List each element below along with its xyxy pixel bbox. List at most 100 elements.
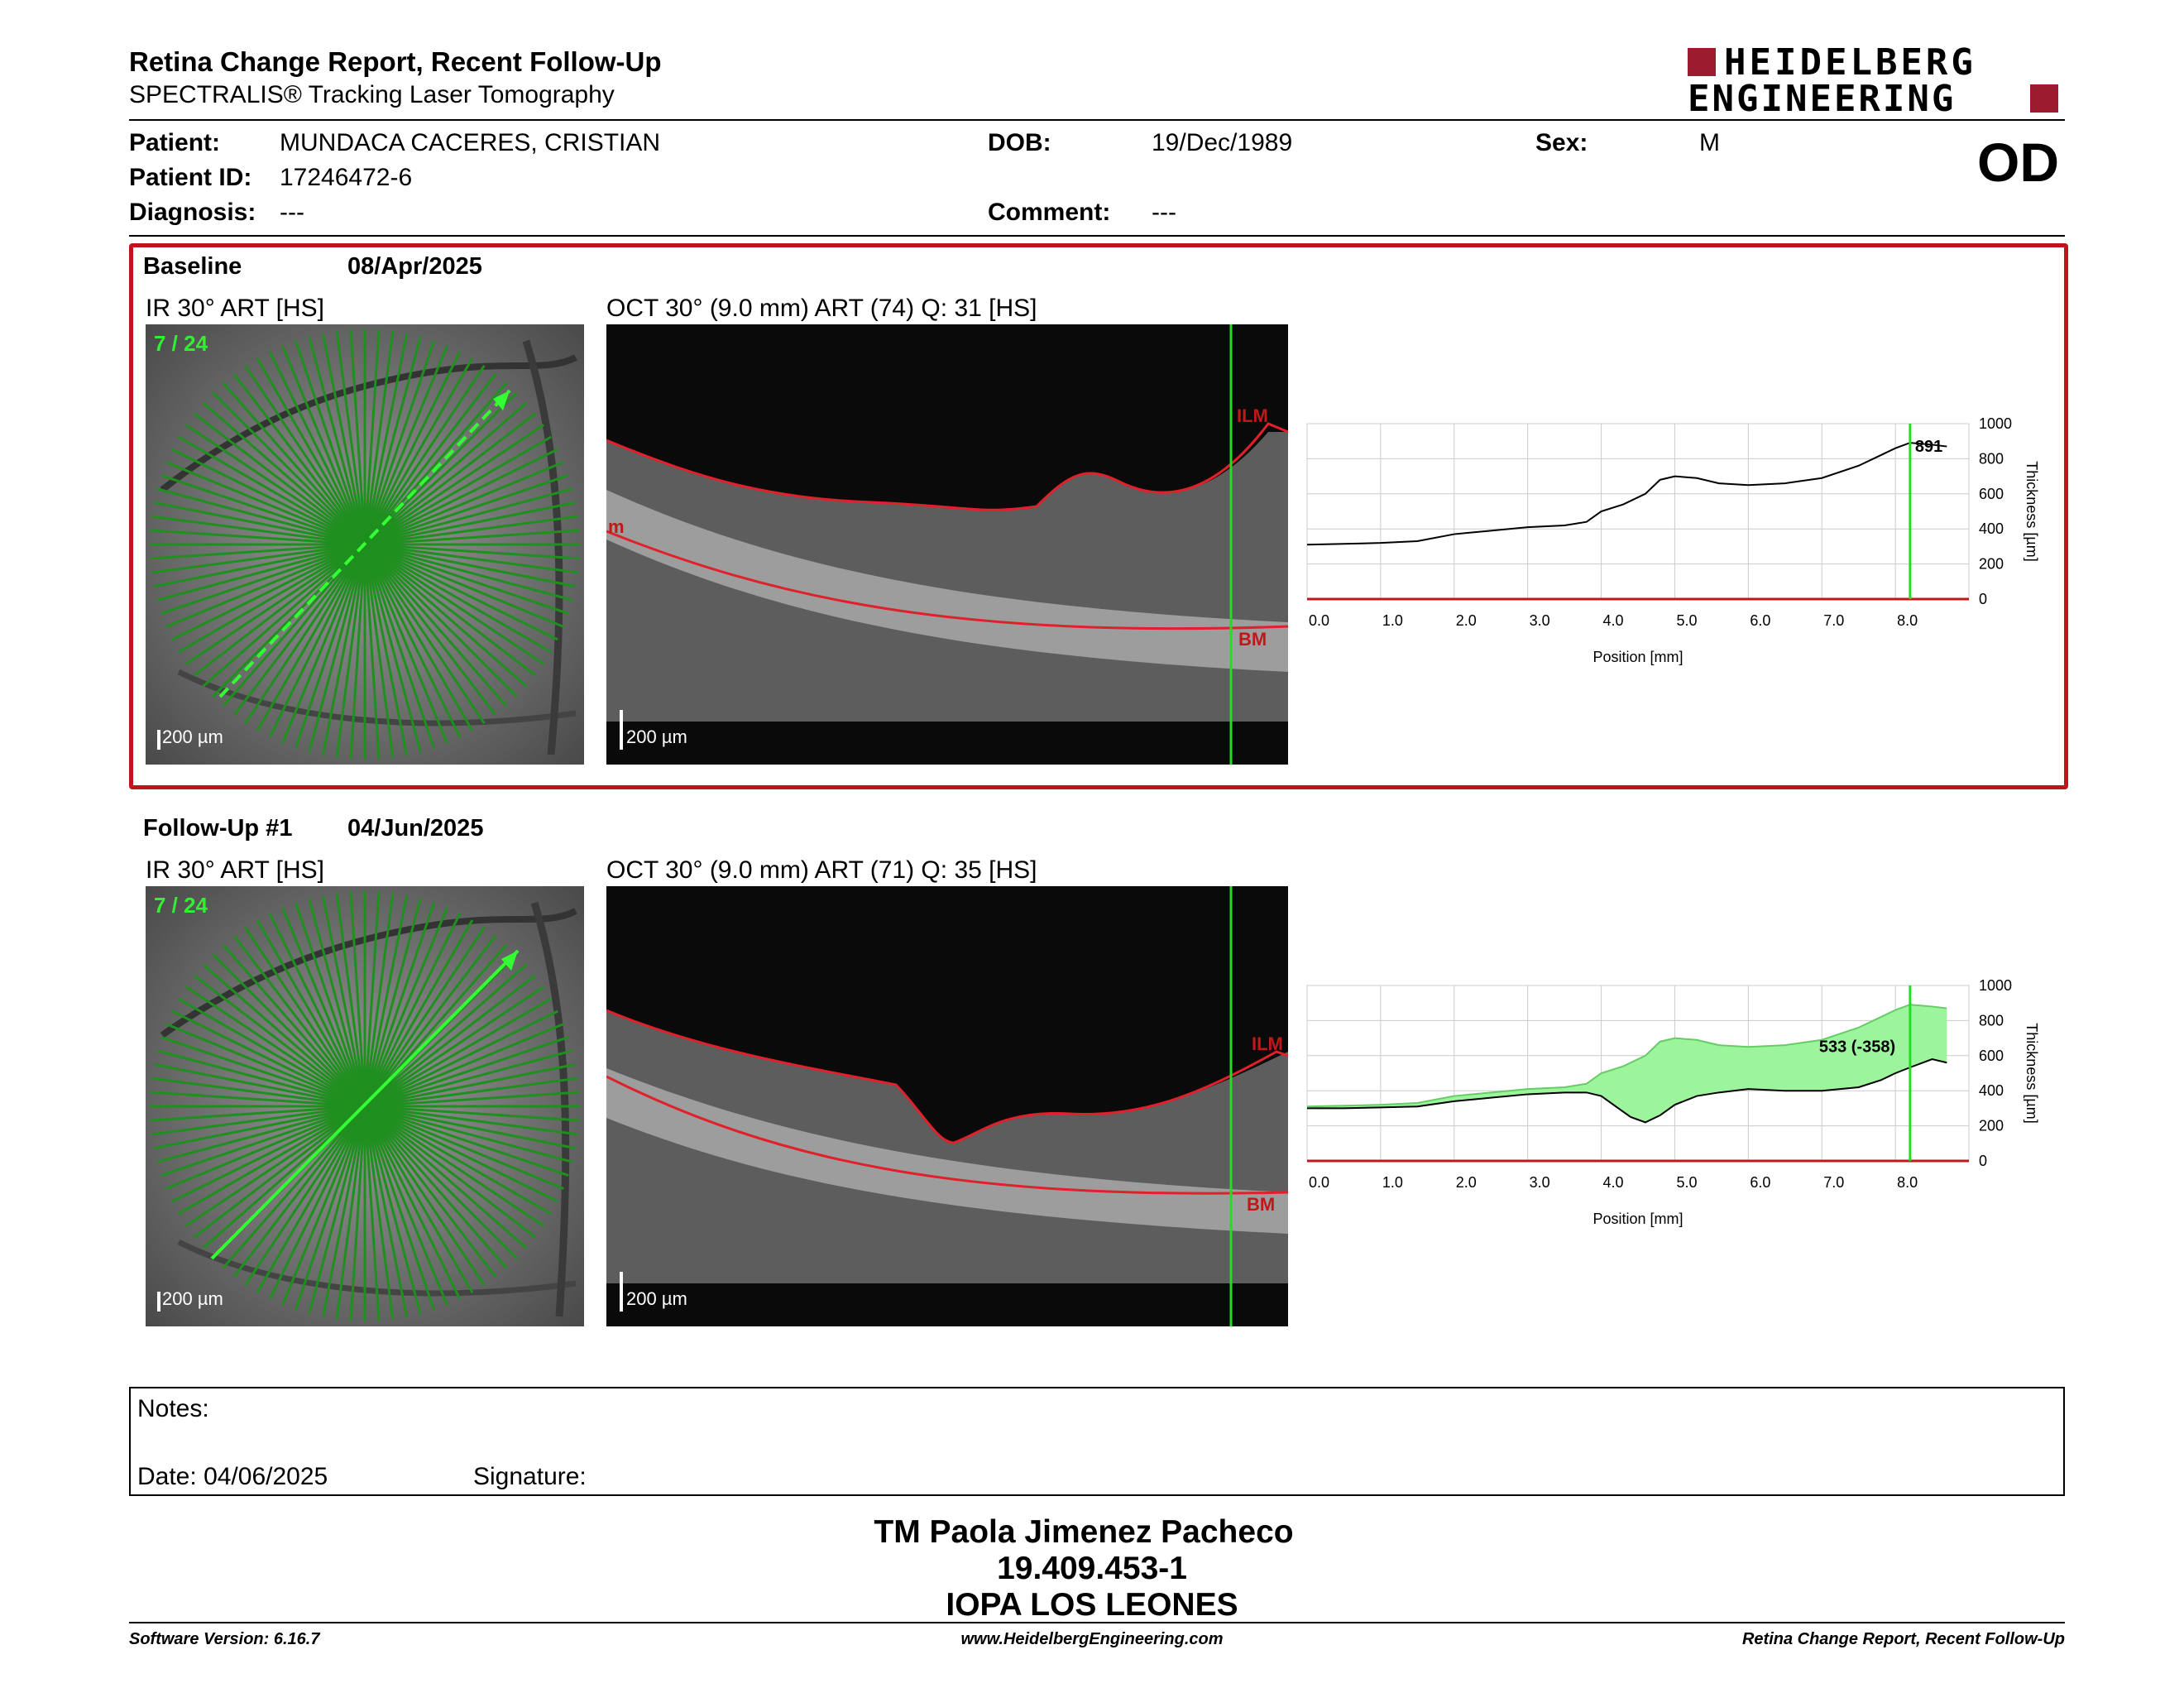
baseline-side-tag: m xyxy=(608,516,625,537)
x-tick-label: 0.0 xyxy=(1309,1174,1329,1191)
y-tick-label: 200 xyxy=(1979,1118,2004,1134)
diagnosis-label: Diagnosis: xyxy=(129,199,256,226)
signatory-org: IOPA LOS LEONES xyxy=(946,1587,1238,1623)
dob-label: DOB: xyxy=(988,129,1051,156)
followup-ir-fundus-image: 7 / 24 200 µm xyxy=(146,886,584,1326)
x-tick-label: 2.0 xyxy=(1456,1174,1477,1191)
report-subtitle: SPECTRALIS® Tracking Laser Tomography xyxy=(129,81,615,108)
footer-report-title: Retina Change Report, Recent Follow-Up xyxy=(1741,1630,2065,1648)
notes-date-label: Date: xyxy=(137,1463,197,1490)
y-tick-label: 1000 xyxy=(1979,415,2012,432)
signatory-rut: 19.409.453-1 xyxy=(997,1551,1187,1586)
followup-radial-scan-lines xyxy=(146,886,584,1326)
x-tick-label: 8.0 xyxy=(1897,612,1918,629)
baseline-oct-bscan: ILM BM m 200 µm xyxy=(606,324,1288,765)
comment-label: Comment: xyxy=(988,199,1111,226)
thickness-readout: 533 (-358) xyxy=(1819,1038,1895,1057)
x-axis-label: Position [mm] xyxy=(1592,1211,1683,1227)
website-link[interactable]: www.HeidelbergEngineering.com xyxy=(960,1630,1224,1648)
x-tick-label: 4.0 xyxy=(1603,1174,1624,1191)
x-tick-label: 3.0 xyxy=(1530,1174,1550,1191)
followup-oct-scale: 200 µm xyxy=(626,1288,687,1309)
baseline-ir-scale: 200 µm xyxy=(162,727,223,747)
followup-date: 04/Jun/2025 xyxy=(347,815,484,842)
followup-ir-scale: 200 µm xyxy=(162,1288,223,1309)
followup-label: Follow-Up #1 xyxy=(143,815,293,842)
y-tick-label: 800 xyxy=(1979,450,2004,467)
baseline-ir-fundus-image: 7 / 24 200 µm xyxy=(146,324,584,765)
notes-date-value: 04/06/2025 xyxy=(204,1463,328,1490)
signatory-name: TM Paola Jimenez Pacheco xyxy=(874,1514,1294,1550)
y-tick-label: 0 xyxy=(1979,591,1987,607)
patient-label: Patient: xyxy=(129,129,221,156)
followup-scan-index: 7 / 24 xyxy=(154,893,208,918)
followup-thickness-line xyxy=(1307,1057,1947,1124)
y-axis-label: Thickness [µm] xyxy=(2024,1023,2040,1123)
x-tick-label: 2.0 xyxy=(1456,612,1477,629)
x-tick-label: 1.0 xyxy=(1382,612,1403,629)
comment-value: --- xyxy=(1152,199,1176,226)
x-tick-label: 5.0 xyxy=(1676,1174,1697,1191)
baseline-ilm-label: ILM xyxy=(1237,405,1268,426)
baseline-scan-index: 7 / 24 xyxy=(154,331,208,356)
baseline-radial-scan-lines xyxy=(146,324,584,765)
y-tick-label: 200 xyxy=(1979,556,2004,573)
signature-label: Signature: xyxy=(473,1463,587,1490)
x-axis-label: Position [mm] xyxy=(1592,649,1683,665)
heidelberg-logo: HEIDELBERG ENGINEERING xyxy=(1688,41,2068,120)
diagnosis-value: --- xyxy=(280,199,304,226)
baseline-chart-svg: 0.0 1.0 2.0 3.0 4.0 5.0 6.0 7.0 8.0 0 200 400 600 800… xyxy=(1306,415,2040,665)
baseline-label: Baseline xyxy=(143,253,242,280)
patient-id: 17246472-6 xyxy=(280,164,413,191)
patient-name: MUNDACA CACERES, CRISTIAN xyxy=(280,129,661,156)
notes-box[interactable]: Notes: Date: 04/06/2025 Signature: xyxy=(129,1387,2065,1496)
baseline-bm-label: BM xyxy=(1238,629,1267,650)
eye-label: OD xyxy=(1977,132,2059,193)
followup-ilm-label: ILM xyxy=(1252,1033,1283,1054)
notes-label: Notes: xyxy=(137,1395,209,1422)
x-tick-label: 0.0 xyxy=(1309,612,1329,629)
signatory-block: TM Paola Jimenez Pacheco 19.409.453-1 IO… xyxy=(0,1514,2184,1623)
y-tick-label: 0 xyxy=(1979,1153,1987,1169)
plot-area xyxy=(1306,423,1970,600)
x-tick-label: 6.0 xyxy=(1750,612,1770,629)
y-tick-label: 400 xyxy=(1979,1082,2004,1099)
x-tick-label: 1.0 xyxy=(1382,1174,1403,1191)
x-tick-label: 5.0 xyxy=(1676,612,1697,629)
followup-chart-svg: 0.0 1.0 2.0 3.0 4.0 5.0 6.0 7.0 8.0 0 200 400 600 800… xyxy=(1306,977,2040,1227)
y-tick-label: 600 xyxy=(1979,1048,2004,1064)
y-tick-label: 1000 xyxy=(1979,977,2012,994)
baseline-ir-title: IR 30° ART [HS] xyxy=(146,295,324,322)
followup-oct-layers xyxy=(606,886,1288,1326)
y-axis-label: Thickness [µm] xyxy=(2024,461,2040,561)
followup-oct-title: OCT 30° (9.0 mm) ART (71) Q: 35 [HS] xyxy=(606,856,1037,884)
followup-bm-label: BM xyxy=(1247,1194,1276,1215)
baseline-thickness-chart: 0.0 1.0 2.0 3.0 4.0 5.0 6.0 7.0 8.0 0 200 400 600 800… xyxy=(1302,414,2063,679)
sex-label: Sex: xyxy=(1535,129,1588,156)
followup-oct-bscan: ILM BM 200 µm xyxy=(606,886,1288,1326)
baseline-thickness-line xyxy=(1306,442,1947,546)
baseline-oct-scale: 200 µm xyxy=(626,727,687,747)
software-version: Software Version: 6.16.7 xyxy=(129,1630,320,1648)
y-tick-label: 800 xyxy=(1979,1012,2004,1029)
x-tick-label: 8.0 xyxy=(1897,1174,1918,1191)
x-tick-label: 4.0 xyxy=(1603,612,1624,629)
x-tick-label: 6.0 xyxy=(1750,1174,1770,1191)
x-tick-label: 7.0 xyxy=(1823,612,1844,629)
x-tick-label: 7.0 xyxy=(1823,1174,1844,1191)
x-tick-label: 3.0 xyxy=(1530,612,1550,629)
report-title: Retina Change Report, Recent Follow-Up xyxy=(129,46,662,77)
y-tick-label: 600 xyxy=(1979,486,2004,502)
baseline-date: 08/Apr/2025 xyxy=(347,253,482,280)
thickness-readout: 891 xyxy=(1915,438,1942,456)
baseline-frame xyxy=(129,243,2068,789)
baseline-oct-title: OCT 30° (9.0 mm) ART (74) Q: 31 [HS] xyxy=(606,295,1037,322)
notes-date: Date: 04/06/2025 xyxy=(137,1463,328,1491)
followup-thickness-chart: 0.0 1.0 2.0 3.0 4.0 5.0 6.0 7.0 8.0 0 200 400 600 800… xyxy=(1302,976,2063,1240)
baseline-thickness-line xyxy=(1306,1004,1947,1108)
followup-ir-title: IR 30° ART [HS] xyxy=(146,856,324,884)
baseline-oct-layers xyxy=(606,324,1288,765)
patient-id-label: Patient ID: xyxy=(129,164,252,191)
sex-value: M xyxy=(1699,129,1720,156)
y-tick-label: 400 xyxy=(1979,520,2004,537)
